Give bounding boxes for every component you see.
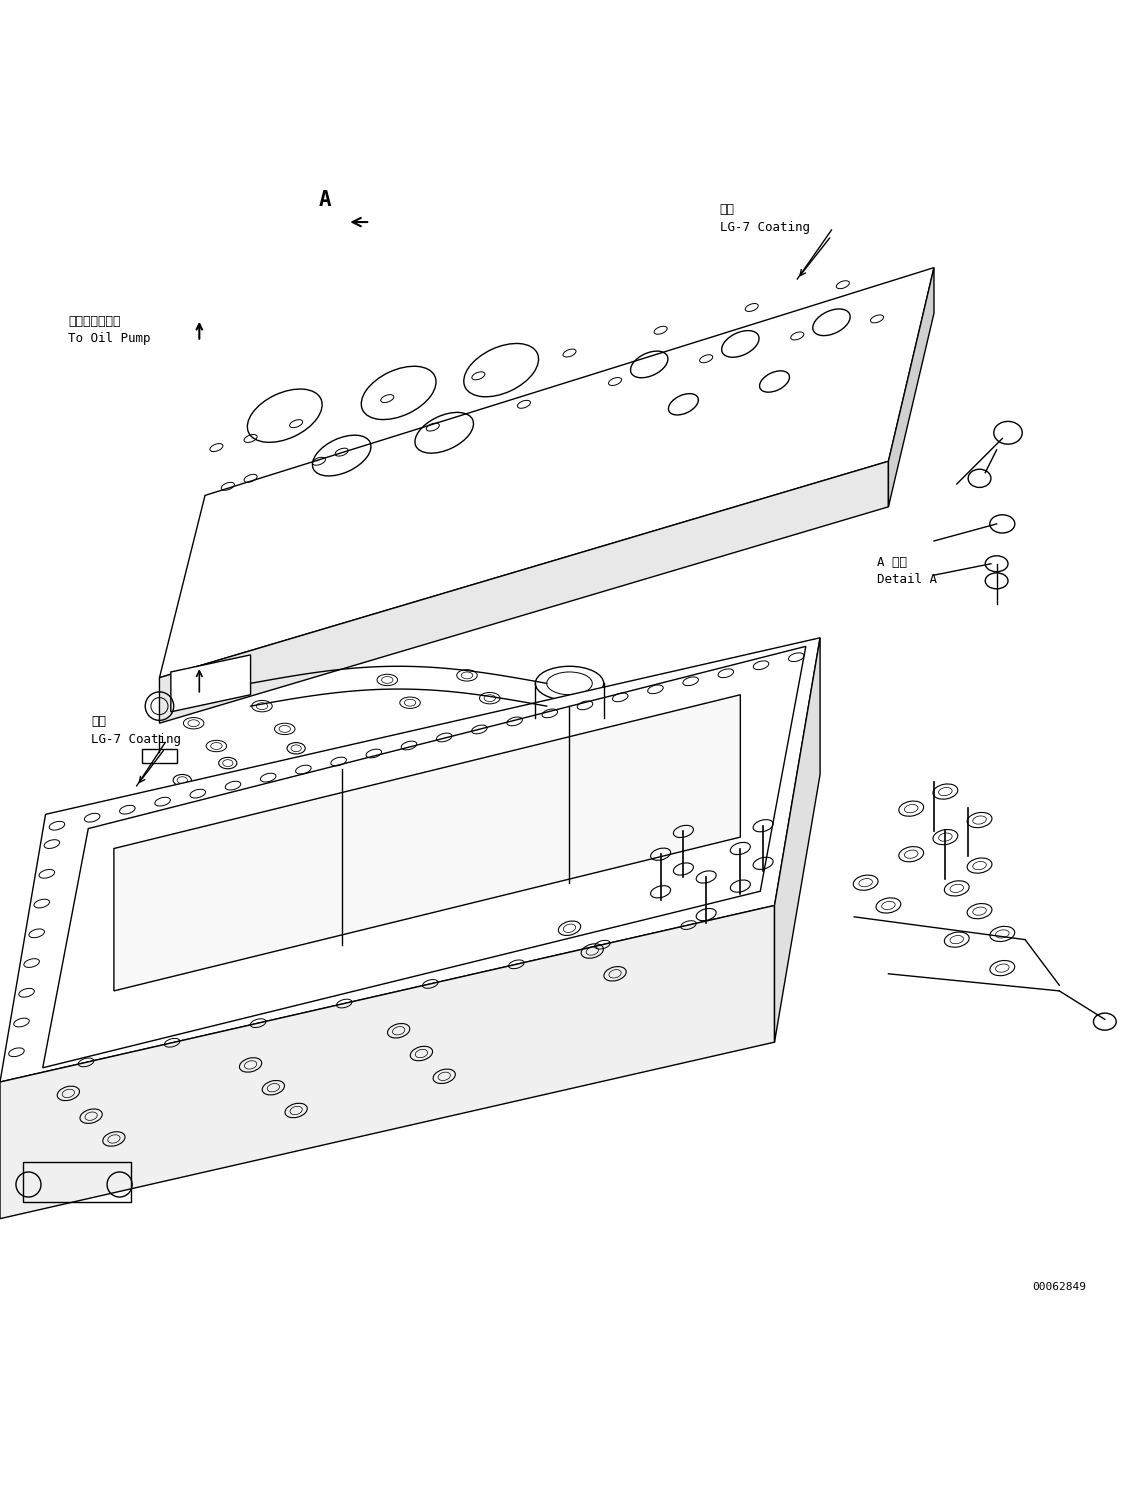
- Text: LG-7 Coating: LG-7 Coating: [91, 733, 181, 746]
- Text: オイルポンプへ: オイルポンプへ: [68, 315, 121, 328]
- Polygon shape: [0, 637, 820, 1082]
- Text: A: A: [318, 189, 331, 210]
- Bar: [142, 749, 177, 762]
- Text: 塗布: 塗布: [91, 716, 106, 728]
- Polygon shape: [775, 637, 820, 1041]
- Polygon shape: [159, 267, 934, 677]
- Polygon shape: [171, 655, 251, 712]
- Text: To Oil Pump: To Oil Pump: [68, 331, 150, 345]
- Text: 塗布: 塗布: [720, 203, 735, 216]
- Polygon shape: [888, 267, 934, 507]
- Text: 00062849: 00062849: [1032, 1283, 1087, 1292]
- Text: A 詳細: A 詳細: [877, 557, 907, 568]
- Text: LG-7 Coating: LG-7 Coating: [720, 221, 810, 234]
- Polygon shape: [159, 461, 888, 724]
- Polygon shape: [0, 906, 775, 1219]
- Polygon shape: [114, 695, 740, 991]
- Text: Detail A: Detail A: [877, 573, 937, 586]
- Bar: [23, 1162, 131, 1201]
